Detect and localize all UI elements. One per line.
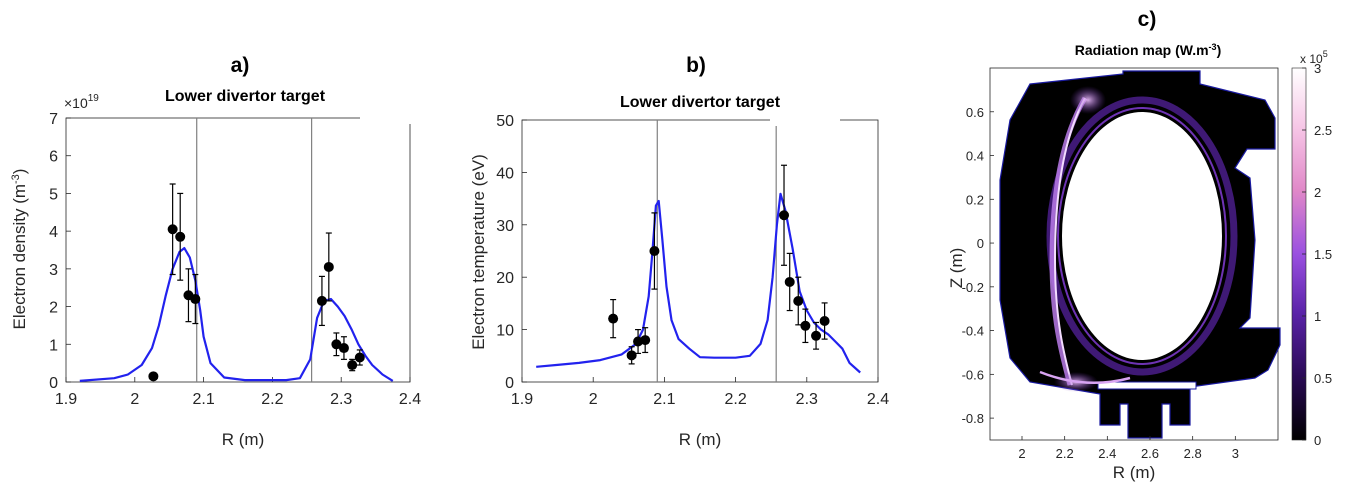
panel-c-ytick-label: -0.2 [962,280,984,295]
panel-a-ytick-label: 3 [49,262,58,279]
panel-a-data-point-4 [190,294,201,305]
panel-a-xtick-label: 2 [130,391,139,408]
panel-a-ylabel: Electron density (m-3) [10,169,29,330]
panel-a-data-point-1 [167,224,178,235]
panel-a-xtick-label: 2.2 [261,391,283,408]
colorbar-tick-label: 2.5 [1314,123,1332,138]
panel-b-data-point-7 [793,296,804,307]
panel-b-data-point-6 [784,276,795,287]
panel-b-label: b) [686,54,706,77]
panel-b-ytick-label: 0 [505,375,514,392]
panel-a-ytick-label: 5 [49,186,58,203]
colorbar-exponent: x 105 [1300,49,1328,66]
emission-inner-leg [1049,96,1088,386]
panel-b-data-point-5 [779,210,790,221]
panel-b-ylabel: Electron temperature (eV) [469,154,488,350]
colorbar-tick-label: 1 [1314,309,1321,324]
panel-a-data-point-2 [175,231,186,242]
panel-c-xtick-label: 3 [1232,446,1239,461]
panel-a-ytick-label: 0 [49,375,58,392]
panel-c-ytick-label: 0 [977,236,984,251]
panel-b-xtick-label: 2 [589,391,598,408]
panel-a-data-point-8 [338,343,349,354]
panel-a-ytick-label: 6 [49,149,58,166]
panel-b-data-point-8 [800,320,811,331]
panel-a-ytick-label: 7 [49,111,58,128]
panel-a-data-point-6 [323,261,334,272]
panel-c-xtick-label: 2 [1018,446,1025,461]
panel-b-title: Lower divertor target [620,94,781,111]
panel-b-data-point-10 [819,316,830,327]
panel-b-axes [521,119,879,383]
panel-c-xtick-label: 2.6 [1141,446,1159,461]
panel-a-xtick-label: 2.3 [330,391,352,408]
panel-c-label: c) [1138,8,1157,31]
panel-b-xtick-label: 2.2 [724,391,746,408]
panel-b-title-mask [770,114,840,126]
emission-ring-inner [1057,107,1227,365]
colorbar-tick-label: 0.5 [1314,371,1332,386]
panel-b-ytick-label: 20 [496,270,514,287]
panel-a-axes [65,117,411,383]
panel-c-xtick-label: 2.8 [1184,446,1202,461]
panel-a-data-point-9 [347,360,358,371]
panel-a-density: a) Lower divertor target ×1019 1.9 2 2.1 2.… [10,54,421,449]
colorbar-tick-label: 2 [1314,185,1321,200]
panel-b-xlabel: R (m) [679,430,721,449]
panel-a-ytick-label: 4 [49,224,58,241]
emission-divertor-leg [1039,370,1131,385]
panel-c-xlabel: R (m) [1113,463,1155,482]
panel-c-xtick-label: 2.2 [1056,446,1074,461]
panel-c-ytick-label: 0.2 [966,192,984,207]
panel-b-data-point-3 [640,335,651,346]
plasma-core [1062,112,1222,360]
panel-c-ytick-label: 0.6 [966,105,984,120]
panel-b-data-point-0 [608,313,619,324]
panel-c-ytick-label: -0.8 [962,411,984,426]
colorbar-tick-label: 0 [1314,433,1321,448]
panel-b-ytick-label: 30 [496,218,514,235]
colorbar-tick-label: 3 [1314,61,1321,76]
panel-b-xtick-label: 2.4 [867,391,889,408]
emission-inner-leg-core [1053,97,1086,386]
panel-b-ytick-label: 10 [496,323,514,340]
panel-b-temperature: b) Lower divertor target 1.9 2 2.1 2.2 2.3 2.… [469,54,889,449]
colorbar-tick-label: 1.5 [1314,247,1332,262]
panel-a-simulation-line [79,247,394,382]
panel-b-data-point-1 [626,350,637,361]
panel-b-xtick-label: 2.3 [796,391,818,408]
panel-a-data-point-10 [354,352,365,363]
panel-a-exponent: ×1019 [64,93,99,111]
panel-a-ytick-label: 2 [49,300,58,317]
panel-b-ytick-label: 40 [496,165,514,182]
panel-c-ylabel: Z (m) [947,248,966,289]
panel-a-xtick-label: 2.4 [399,391,421,408]
panel-c-ytick-label: 0.4 [966,149,984,164]
panel-a-title-mask [360,112,420,124]
panel-a-title: Lower divertor target [165,88,326,105]
panel-b-xtick-label: 1.9 [511,391,533,408]
panel-a-ytick-label: 1 [49,337,58,354]
panel-a-data-point-5 [316,295,327,306]
emission-xpoint-top [1070,86,1106,114]
panel-c-radiation-map: c) Radiation map (W.m-3) 2 2.2 2.4 2.6 2.8 3 0… [947,8,1332,482]
panel-a-xtick-label: 2.1 [192,391,214,408]
panel-a-data-point-7 [331,339,342,350]
panel-b-simulation-line [536,192,861,374]
divertor-baffle [1097,381,1197,390]
panel-a-xtick-label: 1.9 [55,391,77,408]
panel-c-xtick-label: 2.4 [1098,446,1116,461]
panel-b-ytick-label: 50 [496,113,514,130]
panel-b-xtick-label: 2.1 [653,391,675,408]
panel-b-data-point-4 [649,246,660,256]
panel-c-ytick-label: -0.6 [962,367,984,382]
panel-c-ytick-label: -0.4 [962,324,984,339]
panel-a-data-point-0 [148,371,159,382]
panel-a-label: a) [231,54,250,77]
panel-b-data-point-9 [811,330,822,341]
panel-a-xlabel: R (m) [222,430,264,449]
panel-c-title: Radiation map (W.m-3) [1075,42,1221,58]
